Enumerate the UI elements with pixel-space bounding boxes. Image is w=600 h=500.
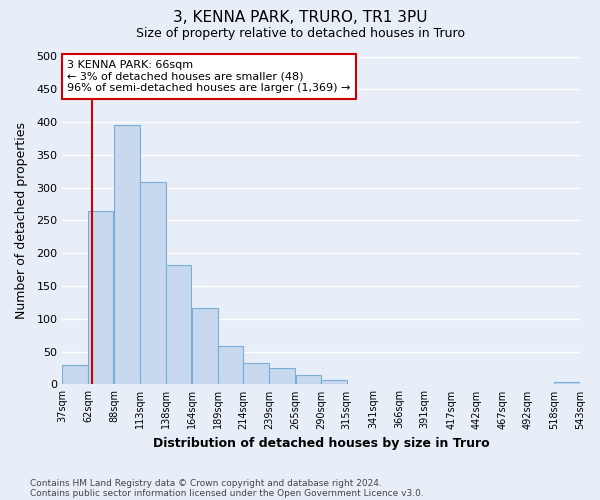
Text: Contains public sector information licensed under the Open Government Licence v3: Contains public sector information licen… <box>30 488 424 498</box>
Y-axis label: Number of detached properties: Number of detached properties <box>15 122 28 319</box>
Text: 3 KENNA PARK: 66sqm
← 3% of detached houses are smaller (48)
96% of semi-detache: 3 KENNA PARK: 66sqm ← 3% of detached hou… <box>67 60 351 93</box>
X-axis label: Distribution of detached houses by size in Truro: Distribution of detached houses by size … <box>153 437 490 450</box>
Bar <box>296 374 321 384</box>
Bar <box>269 368 295 384</box>
Bar <box>554 382 580 384</box>
Bar <box>115 126 140 384</box>
Bar <box>88 210 113 384</box>
Bar <box>244 364 269 384</box>
Bar <box>166 265 191 384</box>
Bar <box>140 182 166 384</box>
Bar <box>321 380 347 384</box>
Text: 3, KENNA PARK, TRURO, TR1 3PU: 3, KENNA PARK, TRURO, TR1 3PU <box>173 10 427 25</box>
Text: Size of property relative to detached houses in Truro: Size of property relative to detached ho… <box>136 28 464 40</box>
Text: Contains HM Land Registry data © Crown copyright and database right 2024.: Contains HM Land Registry data © Crown c… <box>30 478 382 488</box>
Bar <box>62 366 88 384</box>
Bar <box>192 308 218 384</box>
Bar <box>218 346 244 385</box>
